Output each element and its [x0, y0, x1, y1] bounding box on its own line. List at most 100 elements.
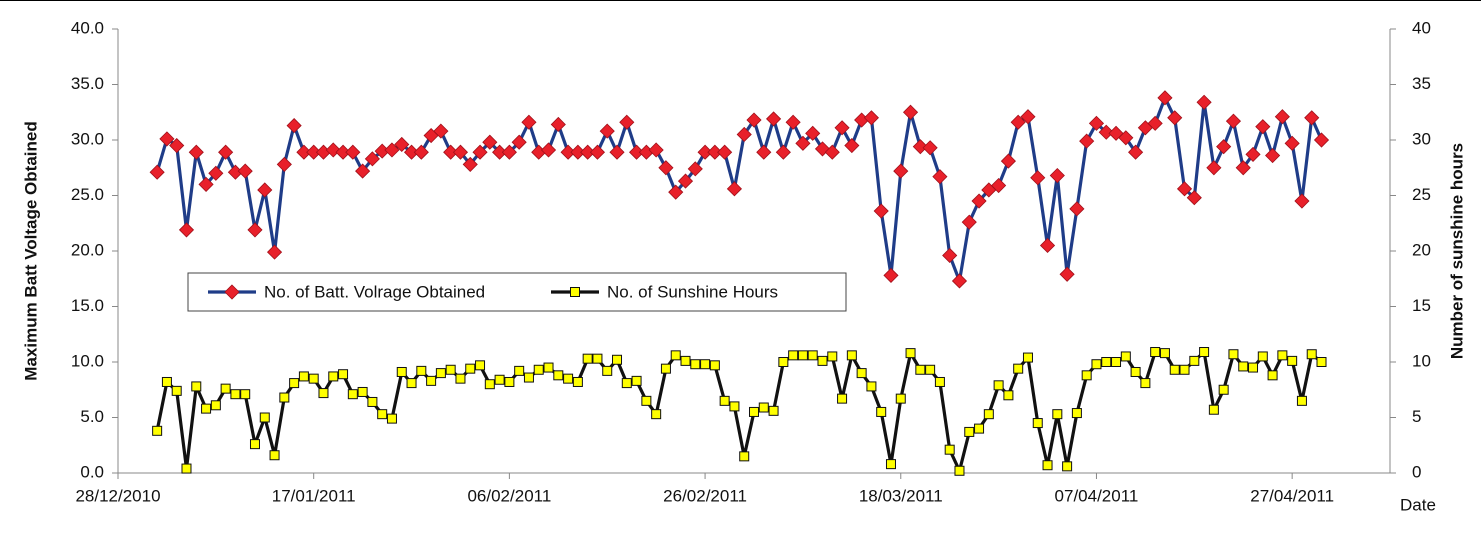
point	[1147, 115, 1163, 131]
point	[905, 348, 916, 359]
point	[465, 363, 476, 374]
point	[844, 137, 860, 154]
point	[1020, 109, 1036, 125]
point	[161, 376, 172, 387]
point	[286, 118, 302, 134]
point	[1150, 347, 1161, 358]
point	[178, 222, 195, 238]
x-tick-label: 26/02/2011	[663, 486, 747, 505]
point	[954, 465, 965, 476]
point	[726, 181, 742, 197]
point	[1003, 390, 1014, 401]
point	[357, 386, 368, 397]
point	[619, 114, 635, 130]
point	[191, 381, 202, 392]
point	[1186, 190, 1202, 206]
point	[641, 395, 652, 406]
point	[785, 114, 801, 130]
point	[1111, 357, 1122, 367]
x-tick-label: 18/03/2011	[859, 486, 943, 505]
x-tick-label: 27/04/2011	[1250, 486, 1334, 505]
point	[1199, 347, 1210, 358]
legend-label: No. of Batt. Volrage Obtained	[264, 282, 485, 301]
point	[1118, 130, 1134, 146]
point	[824, 144, 840, 160]
legend-box	[187, 272, 847, 312]
point	[609, 144, 625, 160]
point	[1245, 146, 1261, 162]
legend-marker	[570, 287, 580, 297]
point	[386, 413, 397, 424]
point	[433, 123, 449, 139]
point	[922, 140, 938, 156]
point	[1032, 418, 1043, 429]
y-tick-label: 25.0	[71, 185, 104, 204]
y-tick-label: 0.0	[80, 462, 104, 481]
point	[1120, 351, 1131, 362]
point	[1071, 408, 1082, 419]
y-tick-label: 30.0	[71, 129, 104, 148]
point	[1218, 384, 1229, 395]
point	[964, 426, 975, 437]
x-tick-label: 17/01/2011	[272, 486, 356, 505]
point	[247, 222, 263, 238]
point	[736, 126, 752, 143]
point	[298, 371, 309, 382]
point	[514, 365, 525, 376]
y-tick-label: 5.0	[80, 407, 104, 426]
point	[837, 393, 848, 404]
point	[426, 375, 437, 386]
point	[863, 110, 879, 126]
point	[462, 156, 478, 172]
point	[993, 380, 1004, 391]
point	[1196, 94, 1212, 110]
point	[983, 409, 994, 420]
point	[484, 379, 495, 390]
point	[856, 368, 867, 379]
point	[1306, 349, 1317, 360]
point	[1265, 147, 1281, 164]
point	[406, 378, 417, 389]
point	[1000, 153, 1016, 169]
point	[416, 365, 427, 376]
point	[220, 383, 231, 394]
point	[188, 144, 204, 160]
point	[951, 273, 968, 289]
point	[599, 123, 615, 139]
point	[540, 142, 557, 158]
point	[746, 112, 762, 128]
point	[289, 378, 300, 389]
point	[1010, 114, 1026, 130]
point	[729, 401, 740, 412]
point	[276, 156, 292, 172]
point	[171, 385, 182, 396]
point	[805, 125, 821, 141]
point	[249, 439, 260, 450]
point	[932, 169, 948, 185]
point	[991, 177, 1007, 194]
point	[181, 463, 192, 474]
point	[1167, 110, 1183, 126]
point	[553, 370, 564, 381]
point	[364, 151, 380, 167]
point	[1098, 124, 1114, 140]
point	[482, 134, 498, 150]
point	[159, 131, 175, 147]
point	[876, 406, 887, 417]
point	[355, 163, 371, 179]
point	[680, 355, 691, 366]
point	[1294, 193, 1310, 209]
point	[445, 364, 456, 375]
x-tick-label: 06/02/2011	[467, 486, 551, 505]
point	[1284, 135, 1300, 151]
point	[504, 376, 515, 387]
point	[1176, 181, 1193, 197]
point	[152, 425, 163, 436]
point	[612, 354, 623, 365]
point	[1257, 351, 1268, 362]
point	[1287, 355, 1298, 366]
point	[347, 389, 358, 400]
point	[1274, 109, 1290, 125]
point	[1069, 201, 1085, 217]
